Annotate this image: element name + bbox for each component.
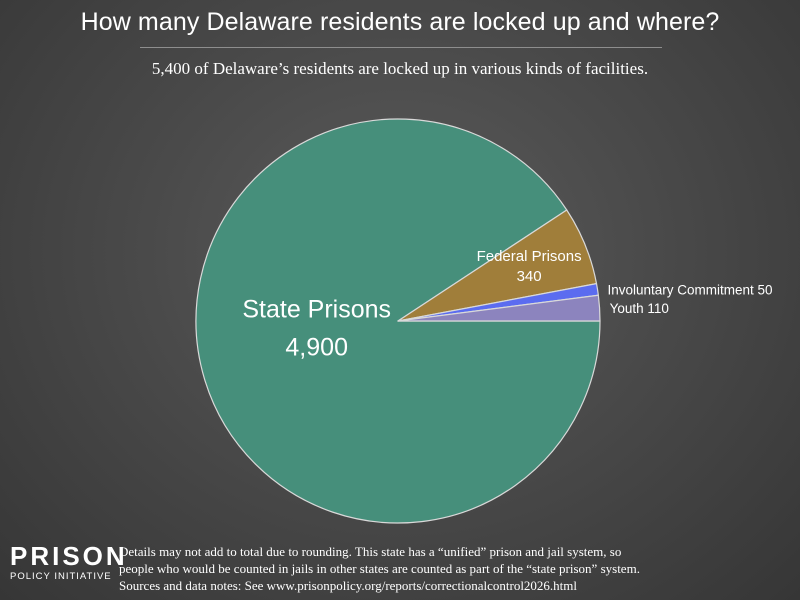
title-divider: [140, 47, 662, 48]
slice-label-state-prisons: State Prisons: [242, 295, 391, 323]
slice-label-federal-prisons: Federal Prisons: [477, 248, 582, 265]
pie-slice-youth: [397, 294, 601, 322]
slice-label-youth: Youth 110: [610, 301, 669, 316]
logo-wordmark-top: PRISON: [10, 541, 128, 571]
logo-wordmark-bottom: POLICY INITIATIVE: [10, 571, 112, 582]
footnote: Details may not add to total due to roun…: [119, 543, 799, 594]
slice-label-involuntary-commitment: Involuntary Commitment 50: [608, 282, 773, 297]
chart-subtitle: 5,400 of Delaware’s residents are locked…: [151, 59, 649, 78]
slice-value-state-prisons: 4,900: [285, 333, 348, 361]
chart-title: How many Delaware residents are locked u…: [80, 8, 720, 36]
footnote-line-3: Sources and data notes: See www.prisonpo…: [119, 578, 578, 593]
footnote-line-2: people who would be counted in jails in …: [119, 561, 640, 576]
slice-value-federal-prisons: 340: [517, 268, 542, 285]
prison-policy-initiative-logo: PRISON POLICY INITIATIVE: [10, 541, 128, 583]
footnote-line-1: Details may not add to total due to roun…: [119, 544, 622, 559]
